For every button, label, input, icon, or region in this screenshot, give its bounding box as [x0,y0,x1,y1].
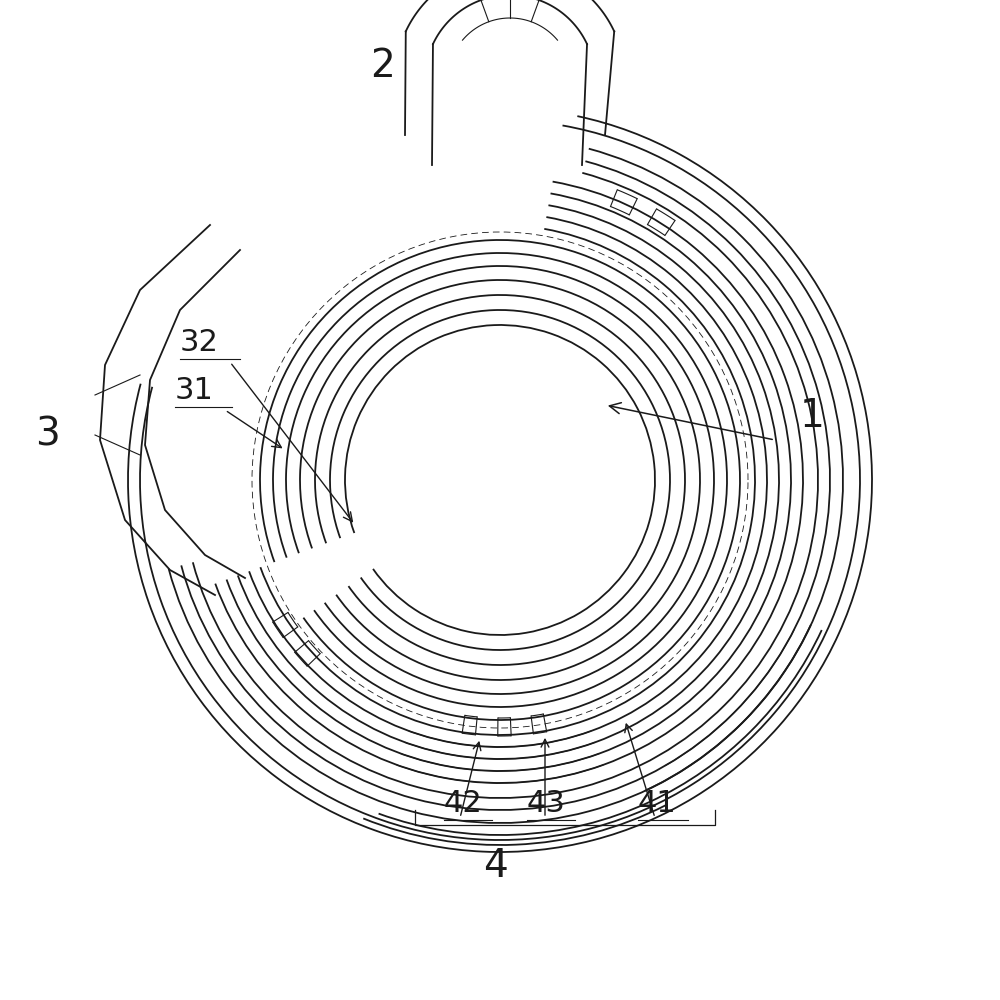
Text: 41: 41 [638,789,677,818]
Text: 31: 31 [175,376,214,405]
Text: 43: 43 [527,789,566,818]
Text: 32: 32 [180,328,219,357]
Text: 1: 1 [800,397,825,435]
Text: 42: 42 [444,789,483,818]
Text: 3: 3 [35,416,60,454]
Text: 2: 2 [370,47,395,85]
Text: 4: 4 [483,847,507,885]
